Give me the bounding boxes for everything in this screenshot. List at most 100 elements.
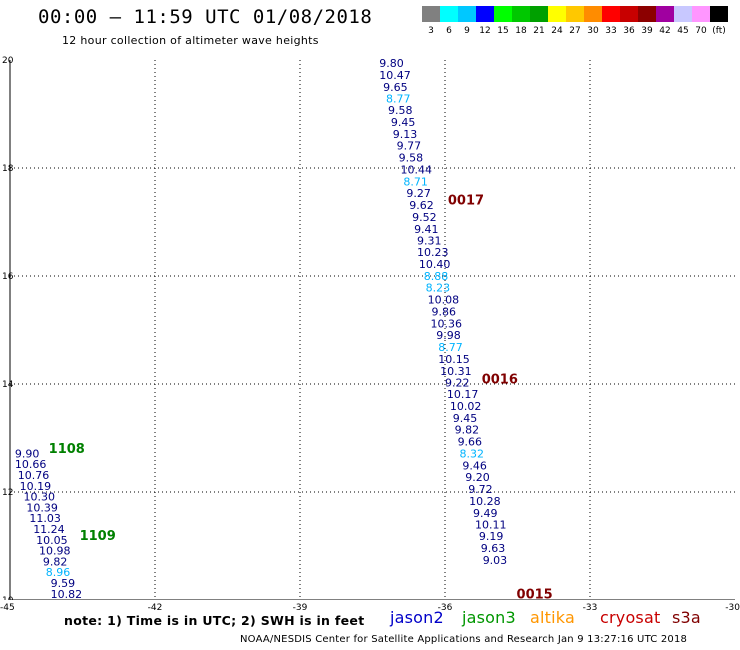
scale-swatch — [512, 6, 530, 22]
wave-height-label: 9.03 — [483, 554, 508, 567]
wave-height-label: 9.58 — [399, 152, 424, 165]
scale-label: 18 — [515, 26, 527, 35]
wave-height-label: 9.22 — [445, 377, 470, 390]
time-annotation: 1109 — [80, 529, 116, 544]
wave-height-label: 9.59 — [51, 577, 76, 590]
scale-swatch — [602, 6, 620, 22]
wave-height-label: 10.66 — [15, 458, 47, 471]
wave-height-label: 8.77 — [386, 93, 411, 106]
scale-swatch — [620, 6, 638, 22]
footer-credit: NOAA/NESDIS Center for Satellite Applica… — [240, 634, 688, 645]
wave-height-label: 10.11 — [475, 519, 507, 532]
wave-height-label: 9.20 — [465, 471, 490, 484]
scale-swatch — [656, 6, 674, 22]
scale-swatch — [566, 6, 584, 22]
wave-height-label: 9.63 — [481, 542, 506, 555]
wave-height-label: 9.98 — [436, 329, 461, 342]
wave-height-label: 8.32 — [460, 447, 485, 460]
wave-height-label: 8.96 — [46, 566, 70, 579]
x-tick-strip: -45 -42 -39 -36 -33 -30 — [0, 603, 740, 613]
scale-swatch — [530, 6, 548, 22]
wave-height-label: 8.77 — [438, 341, 463, 354]
wave-height-label: 9.90 — [15, 447, 40, 460]
chart-subtitle: 12 hour collection of altimeter wave hei… — [62, 34, 319, 47]
time-annotation: 0015 — [517, 587, 553, 600]
scale-swatch — [692, 6, 710, 22]
scale-swatch — [494, 6, 512, 22]
scale-swatch — [440, 6, 458, 22]
wave-height-label: 9.72 — [468, 483, 493, 496]
y-tick-label: 12 — [2, 488, 13, 498]
scale-label: 30 — [587, 26, 599, 35]
wave-height-label: 10.05 — [36, 534, 68, 547]
wave-height-label: 8.71 — [403, 175, 428, 188]
wave-height-label: 9.31 — [417, 235, 442, 248]
scale-label: 27 — [569, 26, 580, 35]
wave-height-label: 11.24 — [33, 523, 64, 536]
wave-height-label: 10.98 — [39, 545, 71, 558]
scale-label: 39 — [641, 26, 653, 35]
x-tick-label: -30 — [725, 603, 740, 613]
legend-item-jason3: jason3 — [462, 608, 516, 627]
scale-label: 42 — [659, 26, 670, 35]
time-annotation: 1108 — [49, 442, 85, 457]
wave-height-label: 10.28 — [469, 495, 501, 508]
scale-label: 15 — [497, 26, 508, 35]
scale-label: 3 — [428, 26, 434, 35]
wave-height-label: 10.36 — [431, 317, 463, 330]
scale-label: 70 — [695, 26, 707, 35]
scale-label: 24 — [551, 26, 563, 35]
wave-height-label: 9.52 — [412, 211, 437, 224]
wave-height-label: 10.40 — [419, 258, 451, 271]
wave-height-label: 10.02 — [450, 400, 482, 413]
series-group: 9.9010.6610.7610.1910.3010.3911.0311.241… — [15, 447, 82, 600]
wave-height-label: 9.77 — [397, 140, 422, 153]
scale-swatch — [674, 6, 692, 22]
wave-height-label: 10.08 — [428, 294, 460, 307]
wave-height-label: 10.47 — [379, 69, 411, 82]
units-note: note: 1) Time is in UTC; 2) SWH is in fe… — [64, 613, 365, 628]
wave-height-label: 10.17 — [447, 388, 479, 401]
scale-swatch — [476, 6, 494, 22]
x-tick-label: -33 — [583, 603, 598, 613]
wave-height-label: 10.15 — [438, 353, 470, 366]
x-tick-label: -42 — [148, 603, 163, 613]
wave-height-label: 10.82 — [51, 588, 83, 600]
x-tick-label: -39 — [293, 603, 308, 613]
chart-title: 00:00 – 11:59 UTC 01/08/2018 — [38, 6, 373, 28]
y-tick-label: 20 — [2, 56, 14, 66]
series-group: 9.8010.479.658.779.589.459.139.779.5810.… — [379, 57, 507, 567]
time-annotation: 0016 — [482, 372, 518, 387]
scale-label: 6 — [446, 26, 452, 35]
wave-height-chart: 1012141618209.8010.479.658.779.589.459.1… — [2, 56, 735, 600]
legend-item-altika: altika — [530, 608, 575, 627]
wave-height-label: 9.62 — [409, 199, 434, 212]
scale-swatch — [548, 6, 566, 22]
color-scale: 3 6 9 12 15 18 21 24 27 30 33 36 39 42 45 70 (ft) — [422, 6, 728, 35]
wave-height-label: 10.44 — [401, 163, 433, 176]
wave-height-label: 9.27 — [406, 187, 431, 200]
wave-height-label: 9.82 — [43, 555, 68, 568]
wave-height-label: 10.19 — [20, 480, 51, 493]
wave-height-label: 8.88 — [424, 270, 449, 283]
wave-height-label: 10.31 — [440, 365, 472, 378]
scale-label: 36 — [623, 26, 635, 35]
scale-swatch — [584, 6, 602, 22]
wave-height-label: 9.86 — [431, 305, 456, 318]
wave-height-label: 9.13 — [393, 128, 418, 141]
wave-height-label: 9.66 — [458, 436, 483, 449]
wave-height-label: 10.23 — [417, 246, 449, 259]
wave-height-label: 9.19 — [479, 530, 504, 543]
x-tick-label: -36 — [438, 603, 453, 613]
scale-label: 45 — [677, 26, 688, 35]
wave-height-label: 10.39 — [26, 501, 58, 514]
wave-height-label: 9.65 — [383, 81, 408, 94]
wave-height-label: 10.76 — [18, 469, 50, 482]
y-tick-label: 18 — [2, 164, 14, 174]
scale-swatch — [710, 6, 728, 22]
scale-label: 12 — [479, 26, 490, 35]
legend-item-cryosat: cryosat — [600, 608, 661, 627]
scale-label: (ft) — [712, 26, 726, 35]
scale-swatch — [422, 6, 440, 22]
wave-height-label: 9.82 — [455, 424, 480, 437]
